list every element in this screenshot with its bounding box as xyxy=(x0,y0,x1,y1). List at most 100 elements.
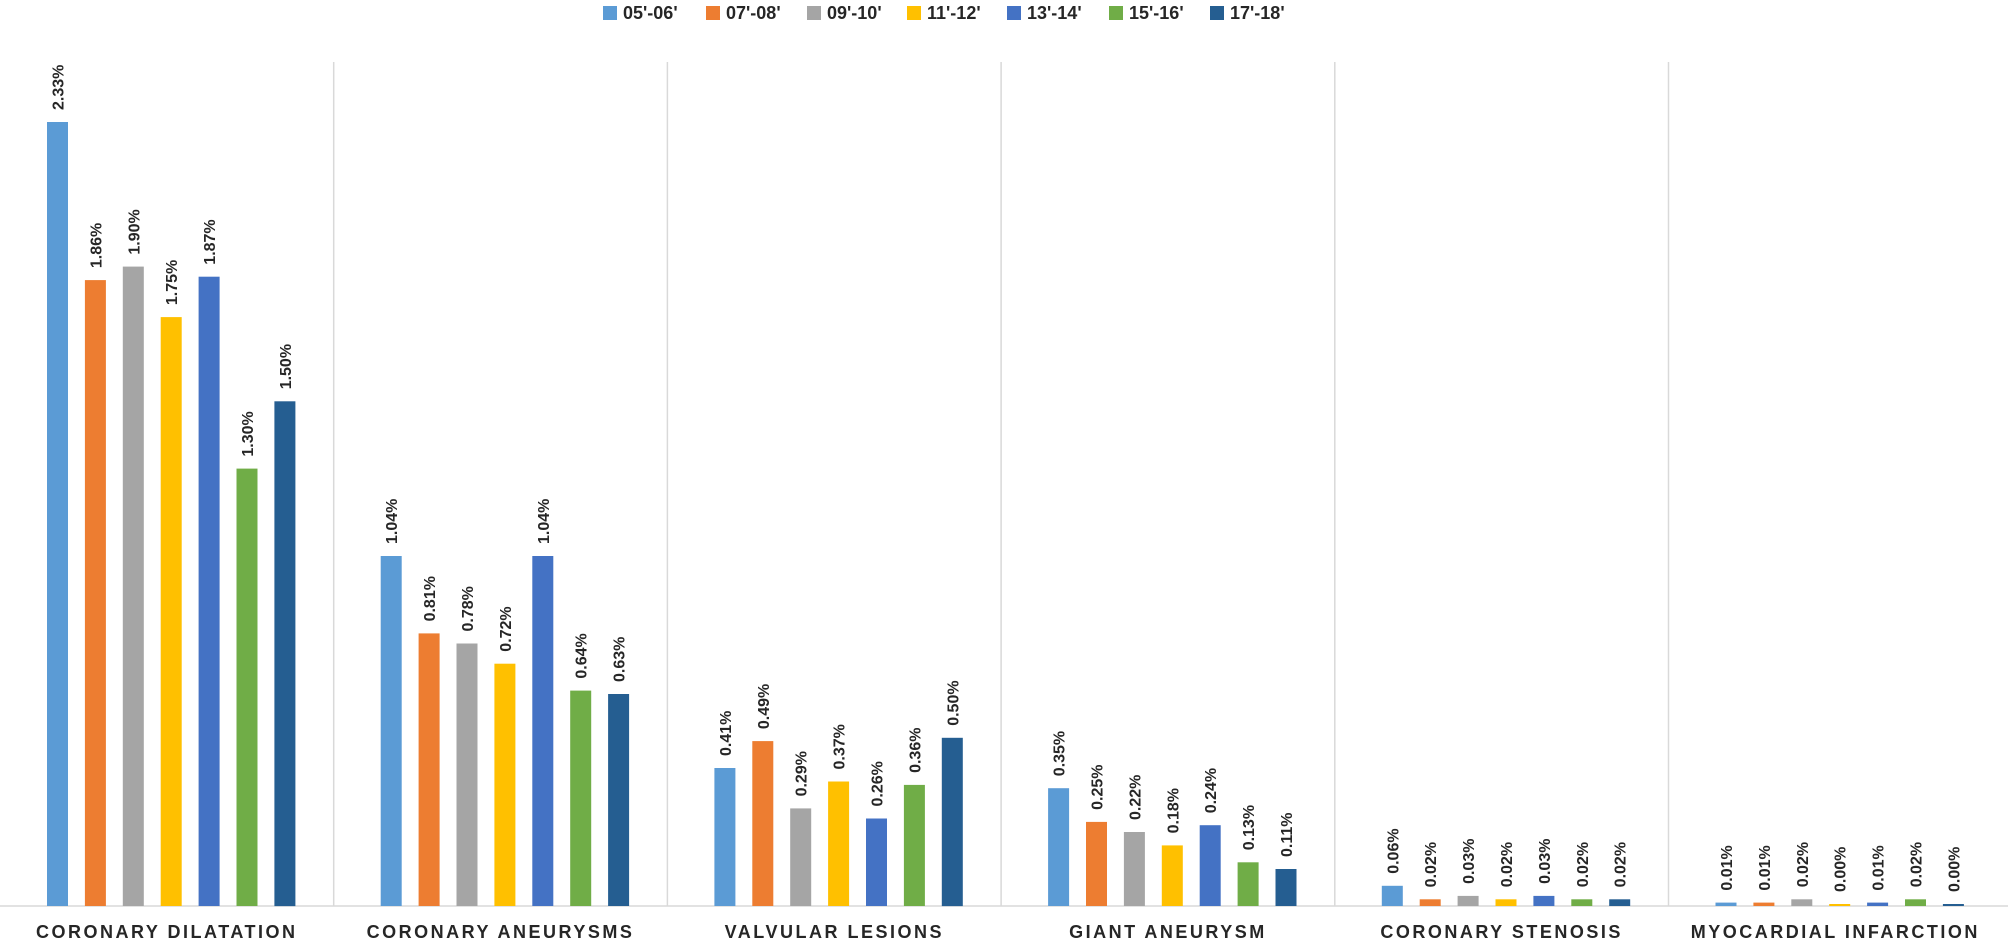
bar xyxy=(1609,899,1631,906)
bar xyxy=(1275,869,1297,906)
bar xyxy=(1829,904,1851,906)
legend-swatch-1 xyxy=(603,6,617,20)
data-label: 1.04% xyxy=(536,499,553,544)
category-label: GIANT ANEURYSM xyxy=(1069,922,1267,942)
bar xyxy=(1791,899,1813,906)
bar xyxy=(866,818,887,906)
data-label: 1.90% xyxy=(126,209,143,254)
data-label: 0.22% xyxy=(1127,775,1144,820)
bar xyxy=(1123,832,1145,906)
data-label: 0.64% xyxy=(574,633,591,678)
bar xyxy=(790,808,812,906)
data-label: 0.01% xyxy=(1757,845,1774,890)
data-label: 0.25% xyxy=(1090,765,1107,810)
data-label: 1.86% xyxy=(88,223,105,268)
data-label: 0.29% xyxy=(794,751,811,796)
data-label: 0.11% xyxy=(1279,813,1296,857)
data-label: 1.50% xyxy=(278,344,295,389)
legend-label-6: 15'-16' xyxy=(1129,3,1184,23)
data-label: 2.33% xyxy=(51,65,68,110)
legend-label-3: 09'-10' xyxy=(827,3,882,23)
bar xyxy=(903,784,925,906)
bar xyxy=(1237,862,1259,906)
data-labels-group: 2.33% 1.86% 1.90% 1.75% 1.87% 1.30% 1.50% 1.04%… xyxy=(51,65,1964,892)
bar xyxy=(1495,899,1517,906)
data-label: 0.41% xyxy=(718,711,735,756)
data-label: 0.50% xyxy=(945,680,962,725)
data-label: 1.30% xyxy=(240,411,257,456)
legend-swatch-2 xyxy=(706,6,720,20)
bar xyxy=(1942,904,1964,906)
bars-group xyxy=(47,122,1964,907)
data-label: 0.02% xyxy=(1613,842,1630,887)
bar xyxy=(532,556,554,906)
data-label: 0.37% xyxy=(832,724,849,769)
legend-swatch-4 xyxy=(907,6,921,20)
bar xyxy=(1199,825,1221,906)
data-label: 0.03% xyxy=(1537,839,1554,884)
legend-swatch-6 xyxy=(1109,6,1123,20)
data-label: 0.18% xyxy=(1165,788,1182,833)
bar xyxy=(84,280,106,907)
legend-label-4: 11'-12' xyxy=(927,3,981,23)
data-label: 0.63% xyxy=(612,637,629,682)
data-label: 0.78% xyxy=(460,586,477,631)
category-label: CORONARY DILATATION xyxy=(36,922,298,942)
data-label: 0.02% xyxy=(1423,842,1440,887)
bar xyxy=(1715,902,1737,906)
data-label: 0.06% xyxy=(1385,828,1402,873)
bar xyxy=(1571,899,1593,906)
bar xyxy=(47,122,68,906)
data-label: 0.72% xyxy=(498,606,515,651)
bar xyxy=(380,556,402,906)
data-label: 0.00% xyxy=(1833,847,1850,892)
category-label: MYOCARDIAL INFARCTION xyxy=(1691,922,1980,942)
bar xyxy=(570,690,592,906)
bar xyxy=(236,468,258,906)
data-label: 0.49% xyxy=(756,684,773,729)
category-label: VALVULAR LESIONS xyxy=(725,922,944,942)
data-label: 0.36% xyxy=(907,728,924,773)
bar xyxy=(494,663,516,906)
data-label: 0.26% xyxy=(870,761,887,806)
bar xyxy=(122,266,144,907)
bar xyxy=(1161,845,1183,906)
data-label: 0.02% xyxy=(1499,842,1516,887)
data-label: 1.87% xyxy=(202,219,219,264)
legend-label-5: 13'-14' xyxy=(1027,3,1082,23)
data-label: 1.75% xyxy=(164,260,181,305)
bar xyxy=(1457,895,1479,906)
bar xyxy=(1381,885,1403,906)
data-label: 0.01% xyxy=(1871,845,1888,890)
bar xyxy=(1419,899,1441,906)
legend-swatch-7 xyxy=(1210,6,1224,20)
legend-swatch-5 xyxy=(1007,6,1021,20)
legend-label-7: 17'-18' xyxy=(1230,3,1285,23)
bar xyxy=(160,317,182,907)
category-dividers xyxy=(332,62,1670,906)
bar xyxy=(198,276,220,906)
data-label: 1.04% xyxy=(384,499,401,544)
category-label: CORONARY ANEURYSMS xyxy=(367,922,635,942)
data-label: 0.02% xyxy=(1909,842,1926,887)
data-label: 0.01% xyxy=(1719,845,1736,890)
data-label: 0.00% xyxy=(1946,847,1963,892)
bar xyxy=(1086,821,1107,906)
bar xyxy=(456,643,478,906)
bar xyxy=(714,768,736,906)
legend: 05'-06' 07'-08' 09'-10' 11'-12' 13'-14' 15'-1… xyxy=(603,3,1285,23)
bar xyxy=(418,633,440,906)
category-label: CORONARY STENOSIS xyxy=(1380,922,1623,942)
bar xyxy=(274,401,296,907)
data-label: 0.02% xyxy=(1575,842,1592,887)
data-label: 0.35% xyxy=(1052,731,1069,776)
bar xyxy=(1533,895,1555,906)
legend-label-1: 05'-06' xyxy=(623,3,678,23)
data-label: 0.24% xyxy=(1203,768,1220,813)
data-label: 0.03% xyxy=(1461,839,1478,884)
bar xyxy=(752,741,774,906)
legend-swatch-3 xyxy=(807,6,821,20)
bar xyxy=(828,781,850,906)
category-labels-group: CORONARY DILATATION CORONARY ANEURYSMS VAL… xyxy=(36,922,1980,942)
